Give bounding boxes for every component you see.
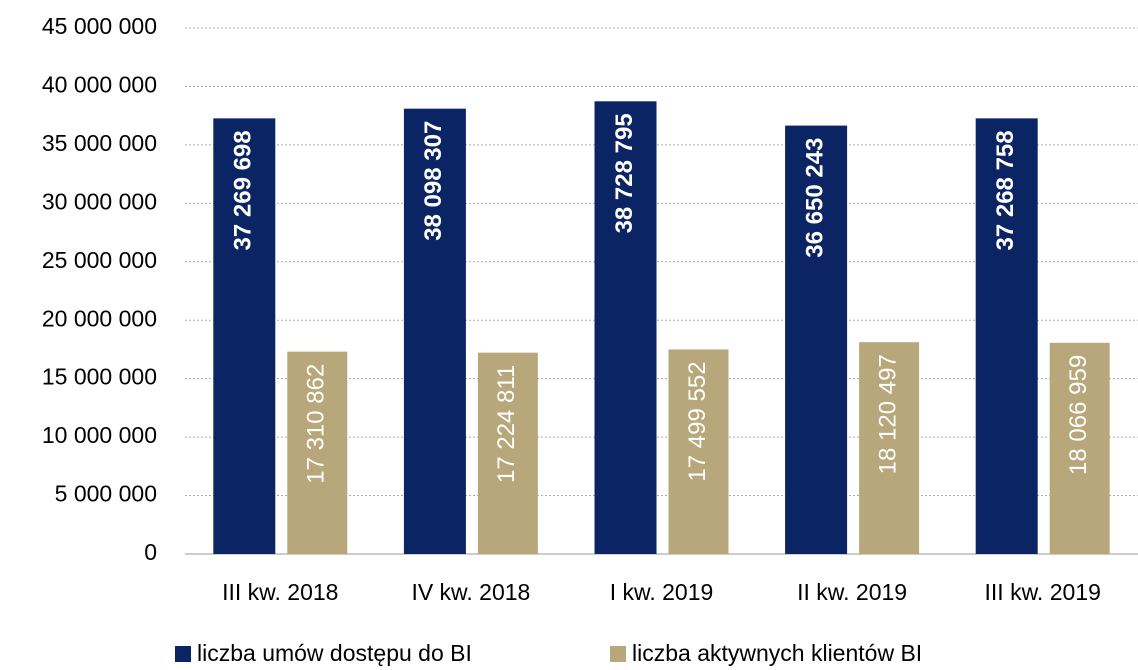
y-tick-label: 45 000 000 (42, 13, 157, 39)
bar (213, 118, 276, 554)
legend-swatch (610, 646, 626, 662)
y-tick-label: 15 000 000 (42, 364, 157, 390)
data-label: 17 310 862 (303, 364, 330, 484)
legend-label: liczba umów dostępu do BI (197, 640, 472, 666)
data-label: 36 650 243 (801, 138, 828, 258)
y-tick-label: 40 000 000 (42, 72, 157, 98)
y-tick-label: 25 000 000 (42, 247, 157, 273)
bar (785, 125, 848, 555)
x-tick-label: III kw. 2018 (222, 579, 338, 605)
bar (403, 108, 466, 554)
data-label: 18 066 959 (1065, 355, 1092, 475)
bar (859, 342, 920, 554)
y-tick-label: 0 (144, 539, 157, 565)
y-tick-label: 5 000 000 (55, 481, 157, 507)
legend-swatch (175, 646, 191, 662)
x-tick-label: IV kw. 2018 (411, 579, 530, 605)
y-tick-label: 30 000 000 (42, 188, 157, 214)
y-tick-label: 10 000 000 (42, 422, 157, 448)
x-tick-label: II kw. 2019 (797, 579, 907, 605)
legend-label: liczba aktywnych klientów BI (632, 640, 922, 666)
data-label: 17 499 552 (684, 361, 711, 481)
x-tick-label: I kw. 2019 (610, 579, 714, 605)
x-tick-label: III kw. 2019 (985, 579, 1101, 605)
data-label: 37 269 698 (230, 130, 257, 250)
data-label: 38 098 307 (420, 121, 447, 241)
bar (477, 352, 538, 554)
data-label: 18 120 497 (874, 354, 901, 474)
bar (287, 351, 348, 554)
bar (594, 101, 657, 555)
y-tick-label: 35 000 000 (42, 130, 157, 156)
y-tick-label: 20 000 000 (42, 305, 157, 331)
bar (668, 349, 729, 554)
data-label: 37 268 758 (992, 130, 1019, 250)
data-label: 17 224 811 (493, 365, 520, 483)
bar (1049, 342, 1110, 554)
data-label: 38 728 795 (611, 113, 638, 233)
bar (975, 118, 1038, 554)
